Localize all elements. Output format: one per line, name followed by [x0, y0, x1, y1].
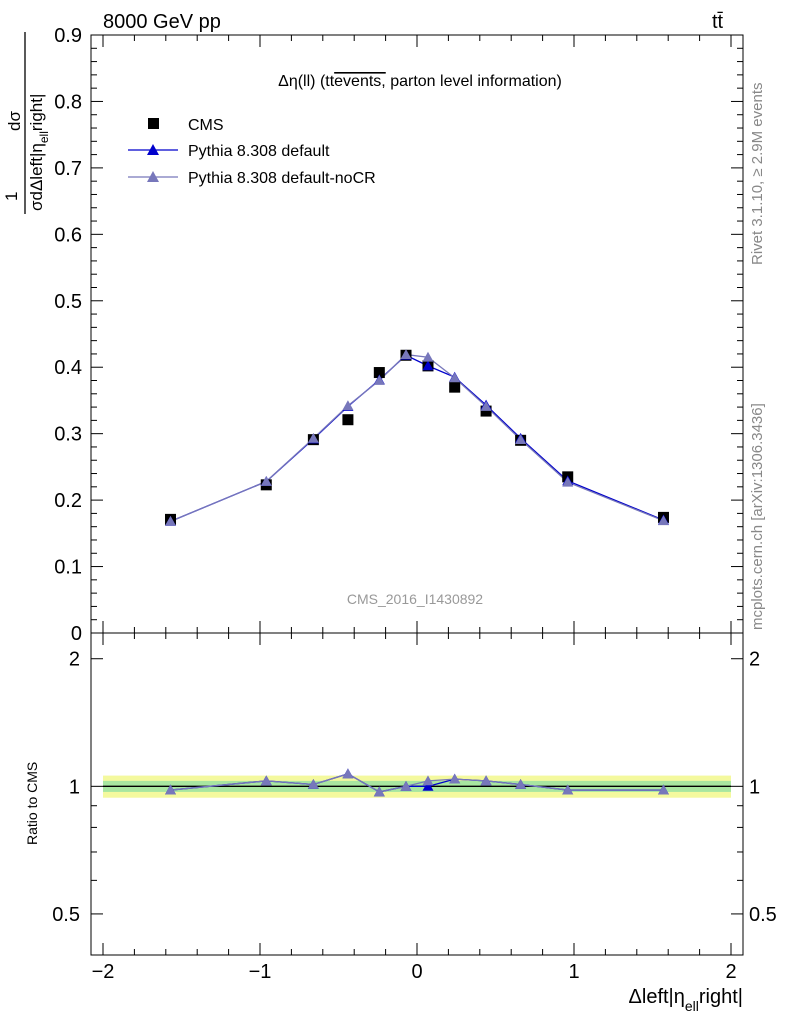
process-label: tt̄ — [712, 11, 724, 33]
mc-data-point — [422, 351, 434, 362]
ratio-data-point — [480, 775, 492, 786]
mc-data-point — [165, 515, 177, 526]
analysis-id-label: CMS_2016_I1430892 — [347, 591, 483, 607]
x-tick-label: 2 — [725, 961, 736, 983]
mc-data-point — [422, 360, 434, 371]
legend-nocr-marker — [147, 171, 159, 182]
ylabel-denominator: σdΔleft|ηellright| — [27, 94, 51, 211]
axes-layer: −2 −1 0 1 2 0 0.1 0.2 0.3 0.4 0.5 0.6 0.7 0.8 0.9 0.5 0.… — [52, 25, 777, 983]
ratio-data-point — [422, 775, 434, 786]
cms-data-point — [480, 405, 492, 417]
energy-label: 8000 GeV pp — [103, 11, 221, 33]
ratio-data-point — [342, 768, 354, 779]
mc-data-point — [657, 515, 669, 526]
mc-data-point — [342, 400, 354, 411]
ratio-data-point — [260, 775, 272, 786]
title-prefix: Δη(ll) (tt — [278, 73, 335, 90]
cms-data-point — [342, 414, 354, 426]
mc-data-point — [260, 476, 272, 486]
mc-data-point — [400, 349, 412, 359]
mc-data-point — [480, 400, 492, 411]
x-tick-label: 1 — [568, 961, 579, 983]
legend: CMS Pythia 8.308 default Pythia 8.308 de… — [128, 117, 376, 187]
ratio-tick-label-right: 1 — [749, 776, 760, 798]
y-tick-label: 0.8 — [54, 91, 82, 113]
ylabel-numerator: dσ — [5, 111, 24, 131]
y-axis-label-main: 1 dσ σdΔleft|ηellright| — [2, 32, 51, 214]
svg-text:Δη(ll) (ttevents, parton level: Δη(ll) (ttevents, parton level informati… — [278, 73, 562, 90]
legend-nocr-label: Pythia 8.308 default-noCR — [188, 170, 376, 187]
ratio-data-point — [165, 784, 177, 795]
ratio-data-point — [657, 784, 669, 795]
series-line-pythia-8-308-default-nocr — [170, 353, 664, 522]
mc-data-point — [373, 375, 385, 385]
ratio-data-point — [307, 778, 319, 789]
ratio-tick-label-left: 1 — [69, 776, 80, 798]
title-overline: events, — [334, 73, 386, 90]
mc-data-point — [307, 432, 319, 443]
x-axis-label: Δleft|ηellright| — [629, 986, 743, 1014]
plot-title: Δη(ll) (ttevents, parton level informati… — [278, 73, 562, 90]
ratio-data-point — [400, 780, 412, 791]
mc-data-point — [449, 372, 461, 383]
cms-data-point — [373, 367, 385, 379]
y-tick-label: 0.6 — [54, 224, 82, 246]
ratio-data-point — [449, 773, 461, 784]
y-tick-label: 0.7 — [54, 158, 82, 180]
ratio-data-point — [373, 786, 385, 797]
y-axis-label-ratio: Ratio to CMS — [24, 762, 40, 845]
y-tick-label: 0.3 — [54, 424, 82, 446]
y-tick-label: 0.4 — [54, 357, 82, 379]
ratio-data-point — [562, 784, 574, 795]
mc-data-point — [515, 434, 527, 445]
ratio-data-point — [515, 778, 527, 789]
cms-data-point — [449, 381, 461, 393]
ratio-line — [170, 773, 664, 793]
mc-data-point — [562, 476, 574, 487]
y-tick-label: 0 — [71, 623, 82, 645]
legend-default-label: Pythia 8.308 default — [188, 143, 330, 160]
y-tick-label: 0.5 — [54, 291, 82, 313]
ratio-tick-label-left: 0.5 — [52, 904, 80, 926]
title-suffix: parton level information) — [386, 73, 562, 90]
ratio-data-point — [422, 780, 434, 791]
ratio-tick-label-right: 0.5 — [749, 904, 777, 926]
rivet-label: Rivet 3.1.10, ≥ 2.9M events — [749, 83, 766, 266]
x-tick-label: −2 — [92, 961, 115, 983]
legend-cms-marker — [148, 118, 159, 129]
series-layer — [165, 349, 669, 797]
series-line-pythia-8-308-default — [170, 354, 664, 522]
y-tick-label: 0.1 — [54, 557, 82, 579]
x-tick-label: −1 — [249, 961, 272, 983]
x-tick-label: 0 — [411, 961, 422, 983]
ylabel-one: 1 — [2, 192, 21, 201]
legend-cms-label: CMS — [188, 117, 224, 134]
ratio-tick-label-left: 2 — [69, 649, 80, 671]
ratio-tick-label-right: 2 — [749, 649, 760, 671]
legend-default-marker — [147, 144, 159, 155]
mcplots-label: mcplots.cern.ch [arXiv:1306.3436] — [749, 403, 766, 630]
y-tick-label: 0.9 — [54, 25, 82, 47]
y-tick-label: 0.2 — [54, 490, 82, 512]
